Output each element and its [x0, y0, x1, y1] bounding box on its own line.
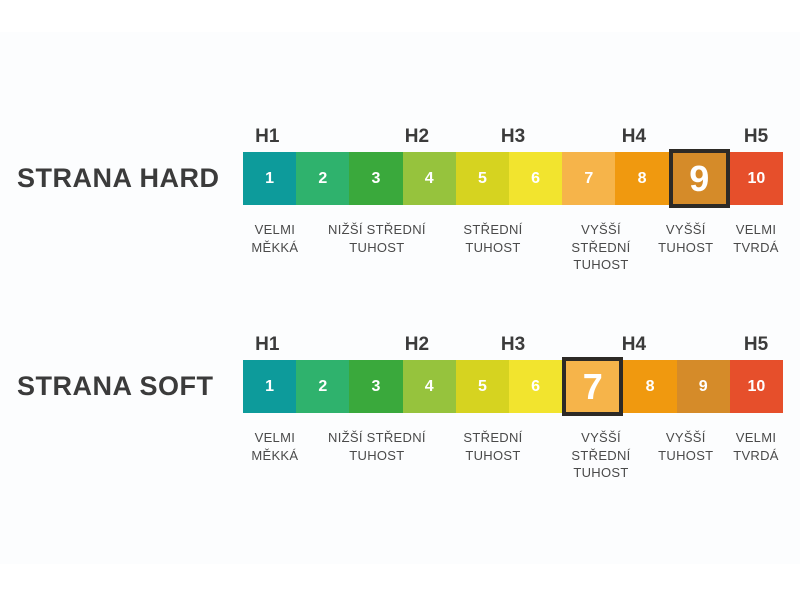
desc-velmi-tvrda: VELMI TVRDÁ	[733, 222, 779, 255]
scale-cell-5: 5	[455, 152, 510, 205]
hardness-scale-hard: H1 H2 H3 H4 H5 1 2 3 4 5 6 7 8 9 10 VELMI MĚKKÁ N…	[243, 124, 784, 329]
scale-cell-1: 1	[243, 152, 297, 205]
desc-velmi-tvrda: VELMI TVRDÁ	[733, 430, 779, 463]
zone-label-h5: H5	[743, 334, 769, 355]
cell-number: 3	[371, 377, 381, 395]
scale-cell-4: 4	[402, 152, 456, 205]
cell-number: 6	[531, 377, 541, 395]
zone-label-h3: H3	[500, 334, 526, 355]
zone-label-h1: H1	[255, 126, 280, 147]
cell-number: 1	[265, 169, 275, 187]
cell-number: 10	[747, 377, 766, 395]
cell-number: 5	[477, 169, 487, 187]
cell-number: 3	[371, 169, 381, 187]
cell-number: 7	[584, 169, 594, 187]
scale-cell-3: 3	[349, 152, 403, 205]
zone-label-h2: H2	[404, 334, 430, 355]
desc-stredni: STŘEDNÍ TUHOST	[463, 430, 523, 463]
row-title-hard: STRANA HARD	[17, 163, 220, 193]
scale-group-soft: STRANA SOFT H1 H2 H3 H4 H5 1 2 3 4 5 6 7 8 9 10 V…	[0, 332, 800, 537]
scale-cell-6: 6	[509, 152, 563, 205]
cell-number: 7	[582, 365, 603, 407]
zone-label-h4: H4	[621, 126, 647, 147]
zone-label-h3: H3	[500, 126, 526, 147]
scale-cell-9: 9	[676, 360, 730, 413]
scale-cell-3: 3	[349, 360, 403, 413]
scale-cell-6: 6	[509, 360, 563, 413]
scale-bar-soft: 1 2 3 4 5 6 7 8 9 10	[243, 357, 784, 416]
scale-cell-7: 7	[562, 152, 616, 205]
desc-vyssi: VYŠŠÍ TUHOST	[658, 430, 714, 463]
cell-number: 6	[531, 169, 541, 187]
cell-number: 9	[698, 377, 708, 395]
desc-velmi-mekka: VELMI MĚKKÁ	[251, 222, 299, 255]
cell-number: 1	[265, 377, 275, 395]
scale-cell-7-selected: 7	[562, 357, 624, 416]
scale-cell-4: 4	[402, 360, 456, 413]
zone-labels: H1 H2 H3 H4 H5	[243, 332, 783, 356]
scale-group-hard: STRANA HARD H1 H2 H3 H4 H5 1 2 3 4 5 6 7 8 9 10 V…	[0, 124, 800, 329]
cell-number: 8	[637, 169, 647, 187]
zone-labels: H1 H2 H3 H4 H5	[243, 124, 783, 148]
cell-number: 9	[689, 157, 710, 199]
zone-label-h2: H2	[404, 126, 430, 147]
desc-stredni: STŘEDNÍ TUHOST	[463, 222, 523, 255]
scale-cell-10: 10	[729, 152, 784, 205]
desc-vyssi: VYŠŠÍ TUHOST	[658, 222, 714, 255]
scale-cell-1: 1	[243, 360, 297, 413]
desc-vyssi-stredni: VYŠŠÍ STŘEDNÍ TUHOST	[571, 430, 631, 481]
content-panel	[0, 32, 800, 564]
zone-label-h1: H1	[255, 334, 280, 355]
cell-number: 8	[645, 377, 655, 395]
desc-velmi-mekka: VELMI MĚKKÁ	[251, 430, 299, 463]
cell-number: 4	[424, 169, 434, 187]
scale-cell-2: 2	[296, 152, 350, 205]
scale-cell-10: 10	[729, 360, 784, 413]
zone-label-h5: H5	[743, 126, 769, 147]
scale-cell-2: 2	[296, 360, 350, 413]
hardness-scale-soft: H1 H2 H3 H4 H5 1 2 3 4 5 6 7 8 9 10 VELMI MĚKKÁ N…	[243, 332, 784, 537]
zone-label-h4: H4	[621, 334, 647, 355]
cell-number: 5	[477, 377, 487, 395]
scale-cell-8: 8	[623, 360, 677, 413]
cell-number: 4	[424, 377, 434, 395]
desc-nizsi-stredni: NIŽŠÍ STŘEDNÍ TUHOST	[328, 430, 426, 463]
scale-cell-5: 5	[455, 360, 510, 413]
scale-cell-8: 8	[615, 152, 669, 205]
row-title-soft: STRANA SOFT	[17, 371, 214, 401]
desc-vyssi-stredni: VYŠŠÍ STŘEDNÍ TUHOST	[571, 222, 631, 273]
cell-number: 2	[318, 169, 328, 187]
desc-nizsi-stredni: NIŽŠÍ STŘEDNÍ TUHOST	[328, 222, 426, 255]
cell-number: 10	[747, 169, 766, 187]
scale-bar-hard: 1 2 3 4 5 6 7 8 9 10	[243, 149, 784, 208]
cell-number: 2	[318, 377, 328, 395]
scale-cell-9-selected: 9	[668, 149, 730, 208]
